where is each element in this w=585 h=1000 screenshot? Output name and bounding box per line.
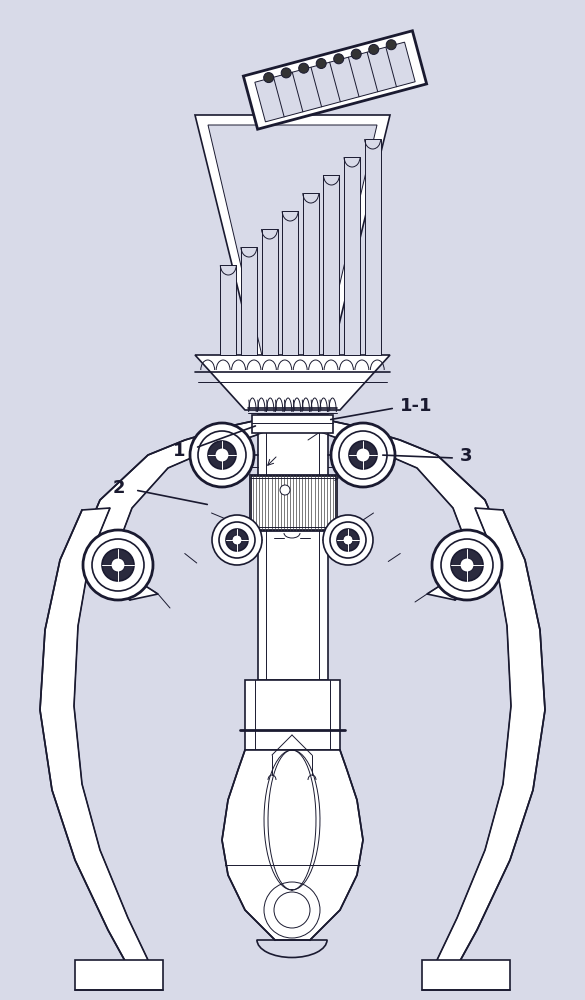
Bar — [422, 960, 510, 990]
Bar — [75, 960, 163, 990]
Polygon shape — [221, 265, 236, 355]
Text: 3: 3 — [460, 447, 473, 465]
Circle shape — [264, 73, 274, 83]
Polygon shape — [208, 125, 377, 360]
Polygon shape — [195, 115, 390, 370]
Circle shape — [232, 535, 242, 545]
Circle shape — [432, 530, 502, 600]
Circle shape — [280, 485, 290, 495]
Circle shape — [351, 49, 361, 59]
Circle shape — [441, 539, 493, 591]
Circle shape — [219, 522, 255, 558]
Polygon shape — [243, 31, 426, 129]
Circle shape — [111, 558, 125, 572]
Circle shape — [274, 892, 310, 928]
Circle shape — [369, 44, 378, 54]
Circle shape — [215, 448, 229, 462]
Polygon shape — [303, 193, 319, 355]
Circle shape — [333, 54, 344, 64]
Polygon shape — [241, 247, 257, 355]
Text: 1: 1 — [173, 442, 185, 460]
Circle shape — [343, 535, 353, 545]
Polygon shape — [83, 420, 265, 600]
Polygon shape — [261, 229, 277, 355]
Bar — [252, 415, 333, 433]
Circle shape — [330, 522, 366, 558]
Circle shape — [83, 530, 153, 600]
Circle shape — [323, 515, 373, 565]
Polygon shape — [437, 508, 545, 970]
Circle shape — [339, 431, 387, 479]
Circle shape — [460, 558, 474, 572]
Bar — [250, 475, 336, 530]
Circle shape — [451, 549, 483, 581]
Circle shape — [102, 549, 134, 581]
Bar — [258, 415, 328, 680]
Circle shape — [299, 63, 309, 73]
Polygon shape — [255, 42, 415, 122]
Circle shape — [208, 441, 236, 469]
Circle shape — [190, 423, 254, 487]
Polygon shape — [195, 355, 390, 410]
Text: 1-1: 1-1 — [400, 397, 432, 415]
Polygon shape — [344, 157, 360, 355]
Circle shape — [331, 423, 395, 487]
Circle shape — [264, 882, 320, 938]
Polygon shape — [364, 139, 381, 355]
Circle shape — [226, 529, 248, 551]
Circle shape — [316, 59, 326, 69]
Circle shape — [386, 40, 396, 50]
Polygon shape — [40, 508, 148, 970]
Bar — [245, 680, 340, 750]
Polygon shape — [324, 175, 339, 355]
Circle shape — [212, 515, 262, 565]
Circle shape — [349, 441, 377, 469]
Circle shape — [198, 431, 246, 479]
Circle shape — [281, 68, 291, 78]
Polygon shape — [320, 420, 502, 600]
Circle shape — [92, 539, 144, 591]
Polygon shape — [282, 211, 298, 355]
Circle shape — [356, 448, 370, 462]
Circle shape — [337, 529, 359, 551]
Text: 2: 2 — [112, 479, 125, 497]
Polygon shape — [222, 750, 363, 940]
